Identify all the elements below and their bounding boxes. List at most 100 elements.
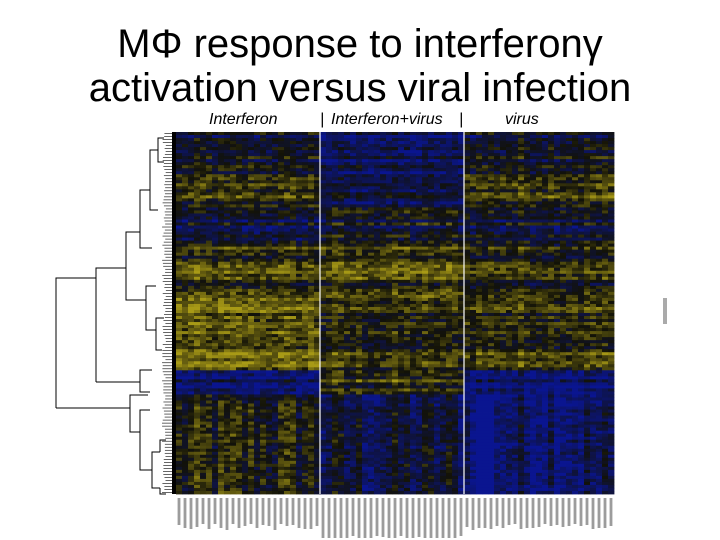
heatmap-cell (260, 300, 267, 305)
heatmap-cell (404, 231, 411, 235)
heatmap-cell (320, 270, 327, 275)
heatmap-cell (512, 132, 519, 136)
heatmap-cell (464, 225, 471, 229)
heatmap-cell (410, 331, 417, 335)
heatmap-cell (248, 222, 255, 226)
heatmap-cell (506, 282, 513, 287)
heatmap-cell (464, 328, 471, 332)
heatmap-cell (368, 135, 375, 139)
heatmap-cell (362, 319, 369, 323)
heatmap-cell (368, 282, 375, 287)
heatmap-cell (290, 243, 297, 248)
heatmap-cell (392, 276, 399, 281)
heatmap-cell (188, 231, 195, 235)
heatmap-cell (320, 297, 327, 302)
heatmap-cell (302, 144, 309, 148)
heatmap-cell (494, 168, 501, 172)
heatmap-cell (458, 328, 465, 332)
heatmap-cell (308, 279, 315, 284)
heatmap-cell (296, 192, 303, 196)
heatmap-cell (500, 243, 507, 248)
heatmap-cell (242, 300, 249, 305)
heatmap-cell (440, 279, 447, 284)
heatmap-cell (590, 225, 597, 229)
heatmap-cell (512, 276, 519, 281)
heatmap-cell (248, 316, 255, 320)
heatmap-cell (236, 186, 243, 190)
heatmap-cell (602, 144, 609, 148)
heatmap-cell (362, 331, 369, 335)
heatmap-cell (188, 264, 195, 269)
heatmap-cell (440, 288, 447, 293)
heatmap-cell (200, 150, 207, 154)
heatmap-cell (230, 132, 237, 136)
heatmap-cell (218, 132, 225, 136)
heatmap-cell (404, 207, 411, 211)
heatmap-cell (566, 201, 573, 205)
heatmap-cell (476, 309, 483, 314)
heatmap-cell (338, 201, 345, 205)
heatmap-cell (596, 288, 603, 293)
heatmap-cell (260, 291, 267, 296)
heatmap-cell (212, 240, 219, 245)
heatmap-cell (176, 171, 183, 175)
heatmap-cell (248, 132, 255, 136)
heatmap-cell (332, 328, 339, 332)
heatmap-cell (254, 276, 261, 281)
heatmap-cell (242, 171, 249, 175)
heatmap-cell (212, 319, 219, 323)
heatmap-cell (176, 306, 183, 311)
heatmap-cell (434, 273, 441, 278)
heatmap-cell (440, 225, 447, 229)
heatmap-cell (284, 279, 291, 284)
heatmap-cell (584, 270, 591, 275)
heatmap-cell (386, 319, 393, 323)
heatmap-cell (194, 174, 201, 178)
heatmap-cell (248, 300, 255, 305)
heatmap-cell (194, 216, 201, 220)
heatmap-cell (242, 319, 249, 323)
heatmap-cell (308, 328, 315, 332)
heatmap-cell (494, 219, 501, 223)
heatmap-cell (290, 222, 297, 226)
heatmap-cell (344, 237, 351, 241)
heatmap-cell (392, 246, 399, 251)
heatmap-cell (362, 177, 369, 181)
heatmap-cell (290, 204, 297, 208)
heatmap-cell (374, 216, 381, 220)
heatmap-cell (428, 189, 435, 193)
heatmap-cell (524, 159, 531, 163)
heatmap-cell (296, 168, 303, 172)
heatmap-cell (398, 189, 405, 193)
heatmap-cell (356, 144, 363, 148)
heatmap-cell (506, 294, 513, 299)
heatmap-cell (356, 309, 363, 314)
heatmap-cell (356, 252, 363, 257)
heatmap-cell (320, 273, 327, 278)
heatmap-cell (602, 177, 609, 181)
heatmap-cell (560, 156, 567, 160)
heatmap-cell (428, 210, 435, 214)
heatmap-cell (428, 300, 435, 305)
heatmap-cell (476, 219, 483, 223)
heatmap-cell (230, 319, 237, 323)
heatmap-cell (212, 264, 219, 269)
heatmap-cell (254, 246, 261, 251)
heatmap-cell (290, 216, 297, 220)
heatmap-cell (392, 303, 399, 308)
heatmap-cell (422, 322, 429, 326)
heatmap-cell (380, 331, 387, 335)
heatmap-cell (548, 285, 555, 290)
heatmap-cell (296, 186, 303, 190)
heatmap-cell (458, 285, 465, 290)
heatmap-cell (542, 165, 549, 169)
heatmap-cell (362, 306, 369, 311)
heatmap-cell (542, 273, 549, 278)
heatmap-cell (518, 297, 525, 302)
heatmap-cell (512, 313, 519, 317)
heatmap-cell (308, 322, 315, 326)
heatmap-cell (470, 189, 477, 193)
heatmap-cell (398, 210, 405, 214)
heatmap-cell (440, 243, 447, 248)
heatmap-cell (248, 258, 255, 263)
